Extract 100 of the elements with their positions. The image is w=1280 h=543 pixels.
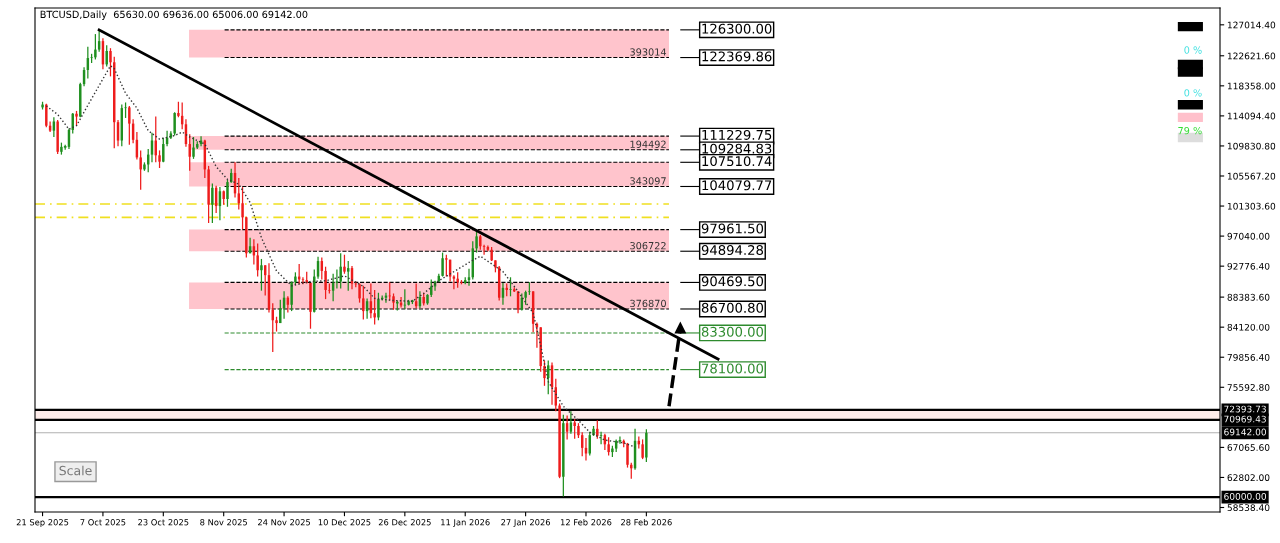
candlestick (301, 276, 305, 285)
y-tick-label: 127014.40 (1227, 21, 1276, 29)
y-tick-label: 79856.40 (1227, 353, 1270, 361)
y-tick-label: 62802.00 (1227, 474, 1270, 481)
y-tick-label: 97040.00 (1227, 232, 1270, 240)
x-tick-label: 8 Nov 2025 (200, 519, 247, 526)
candlestick (241, 186, 244, 230)
ref-line-label: 72393.73 (1224, 405, 1266, 413)
y-tick-label: 84120.00 (1227, 323, 1270, 331)
y-tick-label: 92776.40 (1227, 262, 1270, 270)
y-tick-label: 105567.20 (1227, 172, 1276, 180)
x-tick-label: 21 Sep 2025 (16, 519, 69, 528)
candlestick (599, 431, 603, 445)
annotation: Scale (59, 465, 92, 476)
chart-title: BTCUSD,Daily 65630.00 69636.00 65006.00 69142.00 (40, 10, 308, 20)
ref-line-label: 78100.00 (702, 363, 764, 374)
candlestick (275, 316, 278, 333)
candlestick (45, 103, 48, 128)
ref-line-label: 83300.00 (701, 326, 764, 337)
x-tick-label: 24 Nov 2025 (258, 519, 311, 526)
candlestick (543, 359, 546, 387)
candlestick (226, 179, 229, 208)
y-tick-label: 88383.60 (1227, 293, 1270, 301)
candlestick (626, 442, 629, 469)
candlestick (377, 292, 380, 321)
candlestick (392, 292, 395, 311)
candlestick (109, 47, 112, 77)
ref-line-label: 70969.43 (1224, 415, 1266, 423)
candlestick (445, 254, 448, 278)
candlestick (260, 258, 263, 292)
x-tick-label: 26 Dec 2025 (378, 519, 431, 526)
ref-line-label: 126300.00 (702, 23, 772, 34)
x-tick-label: 28 Feb 2026 (621, 518, 672, 526)
annotation: 0 % (1184, 89, 1202, 97)
candlestick (324, 266, 327, 300)
candlestick (460, 279, 463, 285)
candlestick (128, 105, 131, 146)
candlestick (290, 280, 293, 312)
x-tick-label: 10 Dec 2025 (318, 519, 371, 526)
candlestick (573, 418, 576, 440)
y-tick-label: 67065.60 (1227, 444, 1270, 451)
candlestick (211, 182, 214, 224)
band-label: 343097 (630, 177, 666, 185)
candlestick (569, 410, 573, 435)
x-tick-label: 12 Feb 2026 (560, 518, 612, 526)
y-tick-label: 101303.60 (1227, 202, 1276, 210)
candlestick (494, 259, 497, 273)
candlestick (509, 276, 512, 297)
candlestick (596, 419, 599, 440)
ref-line-label: 111229.75 (702, 129, 772, 140)
candlestick (158, 149, 161, 169)
annotation: 0 % (1184, 46, 1202, 54)
ref-line-label: 94894.28 (701, 245, 764, 256)
candlestick (309, 282, 312, 330)
y-tick-label: 75592.80 (1227, 384, 1270, 391)
ref-line-label: 104079.77 (702, 180, 772, 191)
candlestick (192, 136, 195, 160)
band-label: 393014 (630, 48, 667, 56)
annotation: 79 % (1178, 126, 1202, 135)
x-tick-label: 7 Oct 2025 (80, 519, 126, 526)
ref-line-label: 69142.00 (1224, 428, 1267, 436)
candlestick (207, 165, 210, 224)
candlestick (94, 33, 97, 61)
candlestick (177, 101, 180, 118)
candlestick (256, 242, 259, 278)
ref-line-label: 107510.74 (702, 156, 772, 167)
ref-line-label: 109284.83 (702, 143, 772, 154)
candlestick (52, 116, 56, 138)
candlestick (339, 252, 342, 290)
y-tick-label: 114094.40 (1227, 112, 1276, 120)
candlestick (335, 268, 339, 290)
candlestick (475, 229, 478, 254)
candlestick (75, 110, 78, 127)
candlestick (60, 142, 63, 156)
y-tick-label: 118358.00 (1227, 82, 1276, 90)
candlestick (143, 161, 146, 172)
candlestick (592, 425, 595, 437)
band-label: 376870 (630, 299, 666, 308)
y-tick-label: 58538.40 (1227, 504, 1270, 512)
ref-line-label: 122369.86 (702, 51, 772, 62)
y-tick-label: 109830.80 (1227, 142, 1276, 150)
candlestick (426, 293, 429, 306)
y-tick-label: 122621.60 (1227, 52, 1276, 60)
candlestick (105, 44, 108, 68)
candlestick (124, 101, 127, 119)
candlestick (558, 402, 561, 479)
ref-line-label: 86700.80 (701, 302, 764, 313)
candlestick (358, 282, 361, 304)
x-tick-label: 11 Jan 2026 (441, 519, 490, 527)
candlestick (343, 254, 346, 275)
candlestick (441, 251, 444, 278)
candlestick (577, 422, 580, 439)
candlestick (611, 445, 614, 458)
candlestick (641, 438, 644, 460)
band-label: 306722 (630, 241, 666, 250)
x-tick-label: 27 Jan 2026 (501, 519, 551, 527)
candlestick (607, 436, 610, 457)
x-tick-label: 23 Oct 2025 (138, 519, 189, 526)
band-label: 194492 (630, 140, 666, 148)
ref-line-label: 60000.00 (1224, 492, 1267, 500)
